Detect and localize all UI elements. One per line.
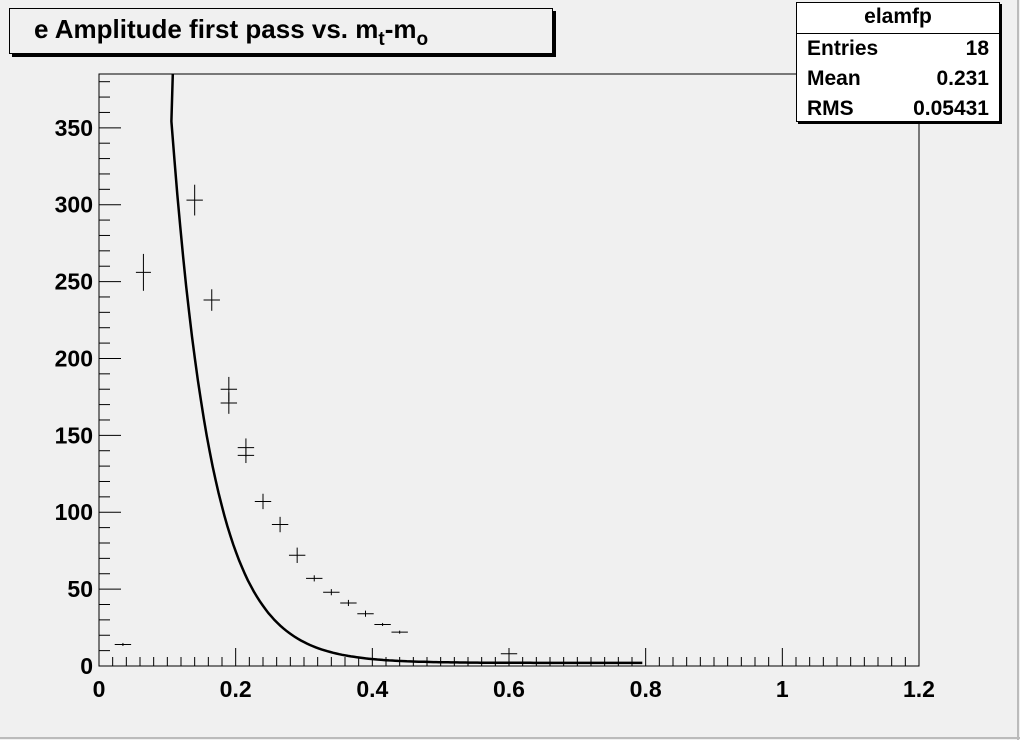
data-point bbox=[237, 447, 255, 464]
y-tick-label: 0 bbox=[80, 653, 93, 679]
data-point bbox=[271, 516, 289, 533]
mean-value: 0.231 bbox=[936, 67, 989, 90]
data-point bbox=[340, 599, 357, 607]
rms-value: 0.05431 bbox=[913, 97, 989, 120]
x-tick-label: 1 bbox=[776, 676, 789, 702]
x-tick-label: 0 bbox=[93, 676, 106, 702]
mean-label: Mean bbox=[807, 67, 861, 90]
x-axis: 0 0.2 0.4 0.6 0.8 1 1.2 bbox=[93, 648, 935, 702]
title-subscript-t: t bbox=[378, 29, 385, 50]
y-tick-label: 350 bbox=[55, 115, 93, 141]
data-point bbox=[391, 630, 408, 634]
data-point bbox=[135, 253, 151, 291]
data-point bbox=[186, 184, 203, 216]
y-tick-label: 200 bbox=[55, 345, 93, 371]
stats-row-entries: Entries 18 bbox=[797, 34, 999, 64]
y-tick-label: 50 bbox=[67, 576, 93, 602]
stats-row-rms: RMS 0.05431 bbox=[797, 94, 999, 124]
y-tick-label: 300 bbox=[55, 192, 93, 218]
x-tick-label: 0.4 bbox=[356, 676, 388, 702]
title-subscript-o: o bbox=[416, 29, 429, 50]
x-tick-label: 0.6 bbox=[493, 676, 525, 702]
stats-legend: elamfp Entries 18 Mean 0.231 RMS 0.05431 bbox=[796, 2, 1000, 122]
y-axis: 0 50 100 150 200 250 300 350 bbox=[55, 81, 121, 679]
chart-title: e Amplitude first pass vs. mt-mo bbox=[9, 8, 553, 54]
entries-label: Entries bbox=[807, 37, 879, 60]
fit-curve bbox=[170, 73, 643, 665]
entries-value: 18 bbox=[965, 37, 989, 60]
data-point bbox=[357, 610, 374, 617]
data-point bbox=[306, 575, 323, 582]
data-point bbox=[254, 493, 272, 510]
x-tick-label: 1.2 bbox=[903, 676, 935, 702]
data-point bbox=[374, 622, 391, 627]
data-point bbox=[114, 642, 132, 647]
y-tick-label: 250 bbox=[55, 269, 93, 295]
plot-area bbox=[98, 73, 920, 667]
y-tick-label: 150 bbox=[55, 422, 93, 448]
data-point bbox=[500, 652, 518, 656]
stats-row-mean: Mean 0.231 bbox=[797, 64, 999, 94]
y-tick-label: 100 bbox=[55, 499, 93, 525]
data-points bbox=[114, 184, 518, 656]
title-main: e Amplitude first pass vs. m bbox=[34, 14, 379, 44]
data-point bbox=[220, 392, 238, 414]
rms-label: RMS bbox=[807, 97, 854, 120]
data-point bbox=[288, 547, 306, 563]
stats-name: elamfp bbox=[797, 3, 999, 34]
title-mid: -m bbox=[384, 14, 417, 44]
data-point bbox=[323, 589, 340, 596]
x-tick-label: 0.2 bbox=[220, 676, 252, 702]
x-tick-label: 0.8 bbox=[630, 676, 662, 702]
data-point bbox=[203, 289, 220, 311]
